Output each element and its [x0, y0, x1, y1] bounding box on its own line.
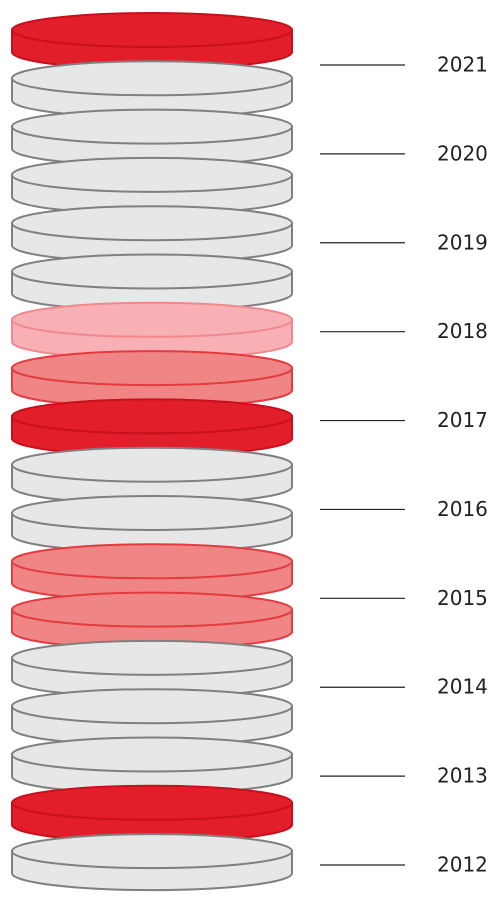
disc [11, 495, 293, 553]
year-label: 2016 [437, 497, 488, 521]
disc [11, 12, 293, 70]
disc-top [11, 688, 293, 725]
disc-top [11, 446, 293, 483]
year-labels: 2021 2020 2019 2018 2017 2016 2015 2014 2013 2012 [320, 53, 488, 877]
year-label: 2019 [437, 230, 488, 254]
disc-top [11, 156, 293, 193]
disc-top [11, 205, 293, 242]
disc [11, 205, 293, 264]
disc-top [11, 12, 293, 48]
disc [11, 784, 293, 843]
year-label: 2014 [437, 675, 488, 699]
disc-top [11, 591, 293, 628]
disc [11, 639, 293, 698]
year-label: 2021 [437, 53, 488, 77]
year-label: 2018 [437, 319, 488, 343]
disc [11, 350, 293, 409]
disc-top [11, 736, 293, 773]
disc-top [11, 108, 293, 145]
disc [11, 301, 293, 360]
disc [11, 60, 293, 119]
disc [11, 398, 293, 457]
disc [11, 156, 293, 215]
disc [11, 736, 293, 795]
year-label: 2013 [437, 764, 488, 788]
disc-stack [11, 12, 293, 892]
disc-top [11, 639, 293, 676]
disc-top [11, 543, 293, 580]
disc-top [11, 350, 293, 387]
disc-top [11, 833, 293, 870]
disc [11, 446, 293, 505]
year-label: 2020 [437, 141, 488, 165]
year-label: 2017 [437, 408, 488, 432]
year-label: 2015 [437, 586, 488, 610]
disc [11, 688, 293, 747]
disc-top [11, 60, 293, 97]
disc [11, 543, 293, 602]
disc-top [11, 253, 293, 290]
disc-top [11, 784, 293, 821]
disc-top [11, 398, 293, 435]
disc-top [11, 495, 293, 531]
disc [11, 833, 293, 892]
year-label: 2012 [437, 853, 488, 877]
disc-top [11, 301, 293, 338]
